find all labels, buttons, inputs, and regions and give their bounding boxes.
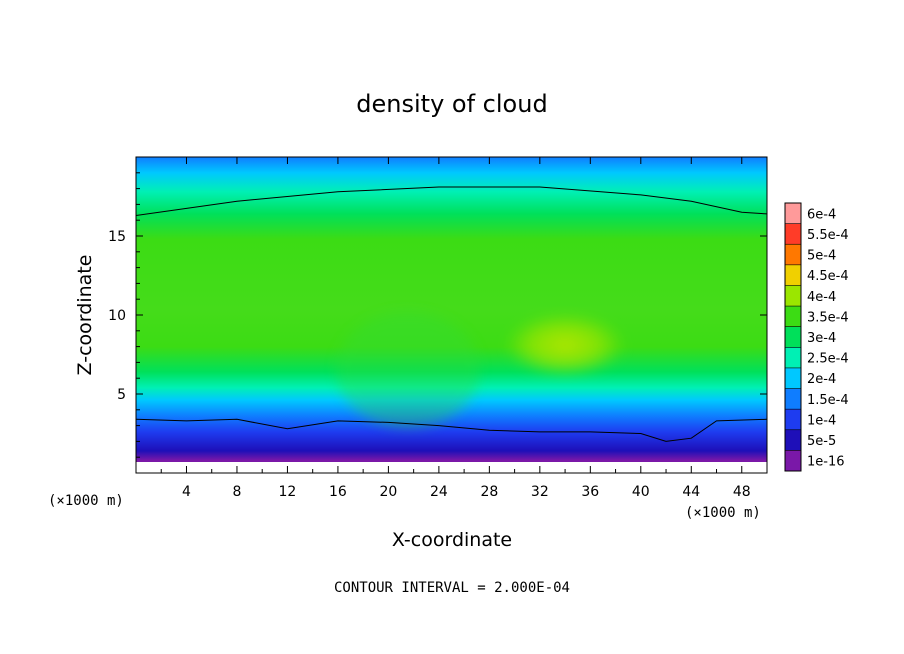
colorbar-label: 5.5e-4 (807, 228, 849, 243)
x-tick-label: 20 (379, 484, 397, 500)
contour-lines (136, 186, 767, 442)
colorbar-segment (785, 409, 801, 430)
colorbar-segment (785, 264, 801, 286)
colorbar-label: 1.5e-4 (807, 393, 849, 408)
colorbar-segment (785, 203, 801, 224)
colorbar-segment (785, 388, 801, 410)
x-tick-label: 28 (480, 484, 498, 500)
colorbar-label: 6e-4 (807, 207, 836, 222)
y-axis-ticks: 5 10 15 (108, 172, 767, 458)
x-tick-label: 24 (430, 484, 448, 500)
colorbar-label: 5e-4 (807, 249, 836, 264)
y-tick-label: 10 (108, 308, 126, 324)
colorbar-label: 1e-4 (807, 413, 836, 428)
colorbar-segment (785, 429, 801, 451)
colorbar: 1e-16 5e-5 1e-4 1.5e-4 2e-4 2.5e-4 3e-4 3.5e-4 4… (784, 202, 849, 472)
field-image (136, 157, 767, 473)
field-core-maximum (505, 313, 625, 377)
x-tick-label: 12 (279, 484, 297, 500)
x-unit-right: (×1000 m) (685, 505, 761, 521)
colorbar-label: 4.5e-4 (807, 269, 849, 284)
contour-interval-note: CONTOUR INTERVAL = 2.000E-04 (334, 580, 570, 596)
x-tick-label: 40 (632, 484, 650, 500)
x-tick-label: 16 (329, 484, 347, 500)
field-background (136, 157, 767, 473)
x-tick-label: 32 (531, 484, 549, 500)
colorbar-label: 4e-4 (807, 290, 836, 305)
colorbar-segment (785, 223, 801, 245)
colorbar-label: 2.5e-4 (807, 352, 849, 367)
x-tick-label: 4 (182, 484, 191, 500)
colorbar-segment (785, 347, 801, 368)
field-dome-feature (336, 312, 480, 428)
colorbar-segment (785, 244, 801, 265)
x-tick-label: 36 (581, 484, 599, 500)
colorbar-label: 1e-16 (807, 455, 845, 470)
colorbar-segment (785, 285, 801, 307)
x-axis-ticks: 4 8 12 16 20 24 28 32 36 40 44 48 (160, 157, 751, 500)
colorbar-label: 3e-4 (807, 331, 836, 346)
colorbar-label: 2e-4 (807, 372, 836, 387)
colorbar-segment (785, 367, 801, 389)
colorbar-label: 3.5e-4 (807, 310, 849, 325)
x-tick-label: 48 (733, 484, 751, 500)
colorbar-segment (785, 450, 801, 471)
x-tick-label: 44 (682, 484, 700, 500)
chart-title: density of cloud (356, 90, 547, 118)
x-tick-label: 8 (232, 484, 241, 500)
y-tick-label: 15 (108, 229, 126, 245)
x-unit-left: (×1000 m) (48, 493, 124, 509)
contour-line-upper (136, 186, 767, 216)
contour-line-lower (136, 418, 767, 442)
y-axis-label: Z-coordinate (74, 255, 96, 376)
y-tick-label: 5 (117, 387, 126, 403)
colorbar-label: 5e-5 (807, 434, 836, 449)
field-ground-band (136, 462, 767, 473)
x-axis-label: X-coordinate (392, 529, 512, 551)
colorbar-segment (785, 326, 801, 348)
colorbar-segment (785, 306, 801, 327)
